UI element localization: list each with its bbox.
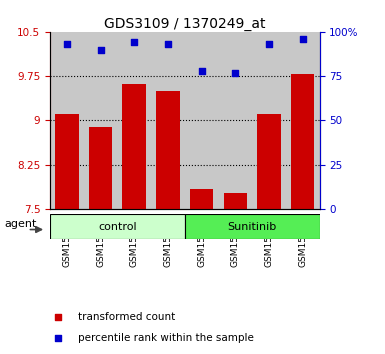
Point (131, 40, 137, 45)
Point (55, 314, 61, 320)
Bar (286, 32, 320, 209)
Bar (50, 32, 84, 209)
Bar (50, 214, 185, 239)
Bar (291, 74, 315, 209)
Text: control: control (98, 222, 137, 232)
Bar (156, 91, 180, 209)
Bar (224, 193, 247, 209)
Text: Sunitinib: Sunitinib (228, 222, 277, 232)
Text: percentile rank within the sample: percentile rank within the sample (78, 332, 254, 343)
Bar (89, 127, 112, 209)
Bar (190, 189, 213, 209)
Bar (84, 32, 117, 209)
Bar (122, 84, 146, 209)
Bar (117, 32, 151, 209)
Bar (252, 32, 286, 209)
Bar (257, 114, 281, 209)
Bar (55, 114, 79, 209)
Point (64, 41, 70, 47)
Bar (151, 32, 185, 209)
Point (300, 36, 306, 42)
Point (55, 335, 61, 341)
Title: GDS3109 / 1370249_at: GDS3109 / 1370249_at (104, 17, 266, 31)
Text: agent: agent (4, 218, 36, 229)
Point (199, 68, 205, 74)
Point (165, 41, 171, 47)
Bar (185, 214, 320, 239)
Bar (185, 32, 219, 209)
Bar (219, 32, 252, 209)
Point (232, 70, 238, 75)
Point (266, 41, 272, 47)
Point (97, 47, 104, 52)
Text: transformed count: transformed count (78, 312, 175, 322)
